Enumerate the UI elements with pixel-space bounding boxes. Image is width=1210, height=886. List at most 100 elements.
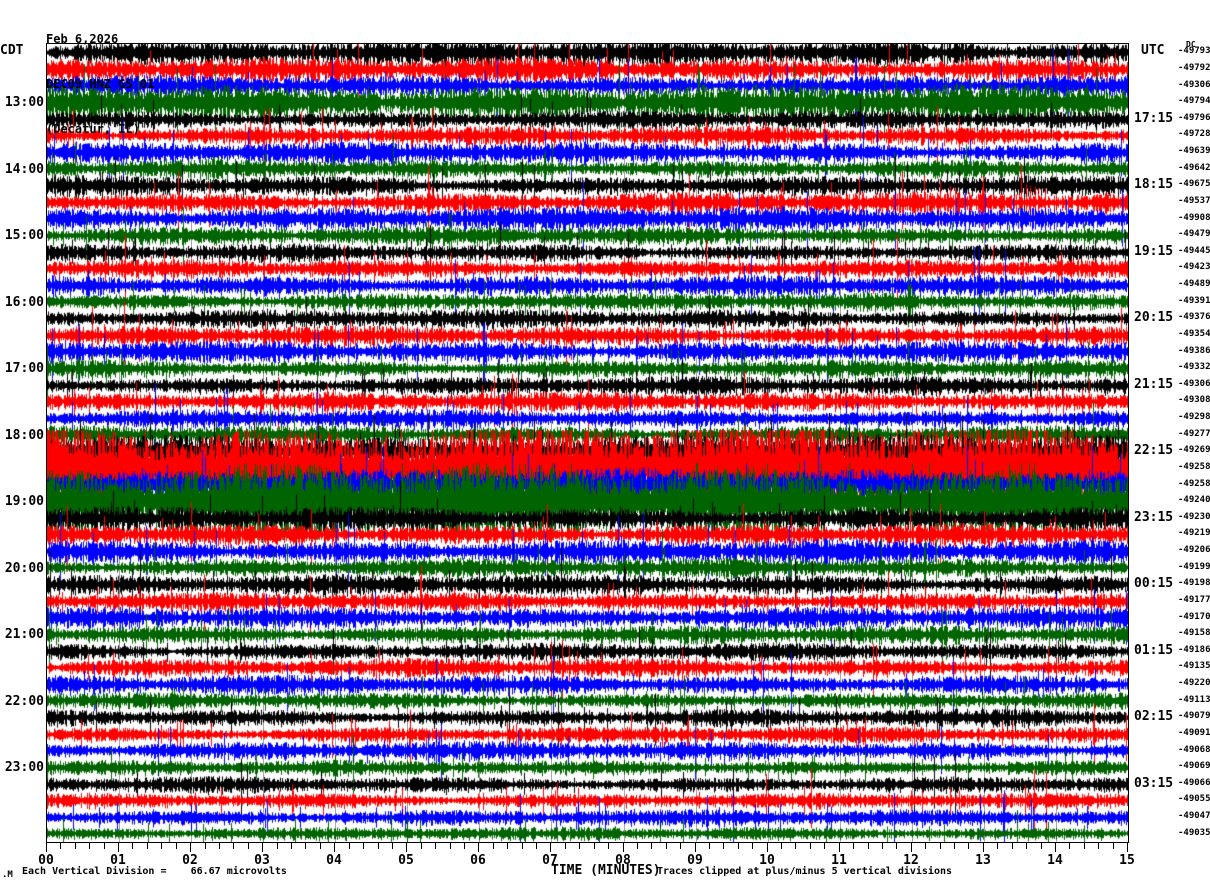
minute-tick (1084, 843, 1085, 849)
right-hour-label: 01:15 (1134, 643, 1174, 658)
right-dc-value: -49068 (1178, 745, 1210, 755)
helicorder-plot[interactable] (46, 44, 1129, 842)
minute-tick (983, 843, 984, 852)
clipping-note: Traces clipped at plus/minus 5 vertical … (657, 866, 953, 877)
minute-tick (666, 843, 667, 849)
minute-tick (767, 843, 768, 852)
right-dc-value: -49230 (1178, 512, 1210, 522)
x-axis-tick-label: 01 (110, 853, 126, 868)
minute-tick (450, 843, 451, 849)
minute-tick (680, 843, 681, 849)
minute-tick (623, 843, 624, 852)
x-axis-tick-label: 08 (615, 853, 631, 868)
minute-tick (1055, 843, 1056, 852)
minute-tick (565, 843, 566, 849)
plot-top-border (46, 43, 1129, 44)
right-dc-value: -49219 (1178, 528, 1210, 538)
minute-tick (161, 843, 162, 849)
right-dc-value: -49479 (1178, 229, 1210, 239)
minute-tick (305, 843, 306, 849)
minute-tick (435, 843, 436, 849)
minute-tick (89, 843, 90, 849)
x-axis-tick-label: 02 (182, 853, 198, 868)
corner-mark: .M (2, 870, 13, 880)
right-dc-value: -49198 (1178, 578, 1210, 588)
minute-tick (695, 843, 696, 852)
minute-tick (882, 843, 883, 849)
right-dc-value: -49308 (1178, 395, 1210, 405)
right-dc-value: -49091 (1178, 728, 1210, 738)
left-timezone-label: CDT (0, 43, 24, 58)
minute-tick (378, 843, 379, 849)
minute-tick (363, 843, 364, 849)
right-dc-value: -49796 (1178, 113, 1210, 123)
x-axis-tick-label: 12 (903, 853, 919, 868)
right-dc-value: -49186 (1178, 645, 1210, 655)
left-hour-label: 17:00 (4, 361, 44, 376)
minute-tick (507, 843, 508, 849)
minute-tick (839, 843, 840, 852)
x-axis-tick-label: 10 (759, 853, 775, 868)
trace-row (47, 795, 1128, 842)
x-axis-tick-label: 14 (1047, 853, 1063, 868)
minute-tick (104, 843, 105, 849)
minute-tick (421, 843, 422, 849)
minute-tick (233, 843, 234, 849)
right-dc-value: -49047 (1178, 811, 1210, 821)
right-dc-value: -49306 (1178, 80, 1210, 90)
left-hour-label: 22:00 (4, 694, 44, 709)
minute-tick (1012, 843, 1013, 849)
minute-tick (1026, 843, 1027, 849)
minute-tick (349, 843, 350, 849)
minute-tick (1098, 843, 1099, 849)
right-dc-value: -49069 (1178, 761, 1210, 771)
right-dc-value: -49794 (1178, 96, 1210, 106)
right-hour-label: 22:15 (1134, 443, 1174, 458)
right-hour-label: 18:15 (1134, 177, 1174, 192)
minute-tick (940, 843, 941, 849)
left-hour-label: 14:00 (4, 162, 44, 177)
left-hour-label: 20:00 (4, 561, 44, 576)
minute-tick (46, 843, 47, 852)
minute-tick (795, 843, 796, 849)
minute-tick (723, 843, 724, 849)
x-axis-tick-label: 05 (398, 853, 414, 868)
right-dc-value: -49206 (1178, 545, 1210, 555)
x-axis-tick-label: 15 (1119, 853, 1135, 868)
right-dc-value: -49170 (1178, 612, 1210, 622)
right-dc-value: -49220 (1178, 678, 1210, 688)
dc-offset-label: DC (1186, 40, 1196, 49)
minute-tick (291, 843, 292, 849)
right-hour-label: 17:15 (1134, 111, 1174, 126)
minute-tick (147, 843, 148, 849)
right-dc-value: -49908 (1178, 213, 1210, 223)
right-dc-value: -49177 (1178, 595, 1210, 605)
x-axis-tick-label: 00 (38, 853, 54, 868)
right-hour-label: 00:15 (1134, 576, 1174, 591)
minute-tick (594, 843, 595, 849)
minute-tick (1127, 843, 1128, 852)
minute-tick (190, 843, 191, 852)
minute-tick (493, 843, 494, 849)
right-dc-value: -49642 (1178, 163, 1210, 173)
minute-tick (1041, 843, 1042, 849)
right-hour-label: 03:15 (1134, 776, 1174, 791)
right-dc-value: -49306 (1178, 379, 1210, 389)
minute-tick (781, 843, 782, 849)
right-dc-value: -49298 (1178, 412, 1210, 422)
right-dc-value: -49277 (1178, 429, 1210, 439)
header-block: Feb 6,2026 DEC09 HNZ GS 01 (Decatur, IL) (46, 2, 154, 167)
right-dc-value: -49079 (1178, 711, 1210, 721)
minute-tick (709, 843, 710, 849)
x-axis-tick-label: 11 (831, 853, 847, 868)
right-dc-value: -49158 (1178, 628, 1210, 638)
minute-tick (522, 843, 523, 849)
header-location: (Decatur, IL) (46, 122, 140, 136)
minute-tick (968, 843, 969, 849)
minute-tick (406, 843, 407, 852)
right-dc-value: -49423 (1178, 262, 1210, 272)
minute-tick (132, 843, 133, 849)
minute-tick (651, 843, 652, 849)
left-hour-label: 15:00 (4, 228, 44, 243)
right-dc-value: -49199 (1178, 562, 1210, 572)
